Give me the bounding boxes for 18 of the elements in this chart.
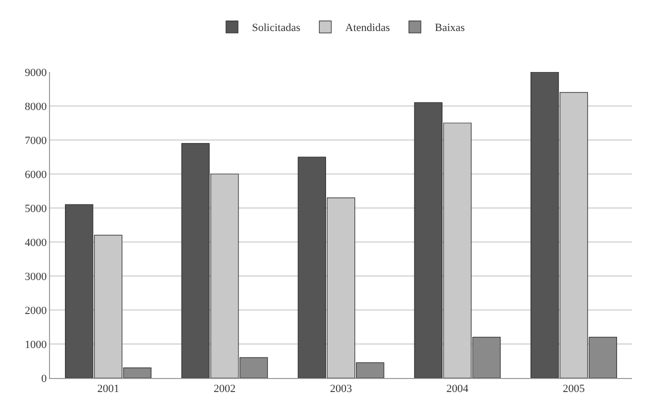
y-tick-label: 4000	[24, 236, 48, 249]
legend-label: Atendidas	[345, 22, 390, 34]
y-tick-label: 6000	[24, 168, 48, 181]
legend-label: Solicitadas	[252, 22, 300, 34]
y-tick-label: 1000	[24, 338, 48, 351]
x-tick-label: 2004	[446, 383, 469, 396]
y-tick-label: 0	[41, 372, 48, 385]
y-tick-label: 5000	[24, 202, 48, 215]
legend-label: Baixas	[434, 22, 465, 34]
x-tick-label: 2001	[97, 383, 120, 396]
y-tick-label: 8000	[24, 100, 48, 113]
y-tick-label: 3000	[24, 270, 48, 283]
y-tick-label: 7000	[24, 134, 48, 147]
y-tick-label: 2000	[24, 304, 48, 317]
y-tick-label: 9000	[24, 66, 48, 79]
x-tick-label: 2003	[330, 383, 352, 396]
x-tick-label: 2005	[562, 383, 586, 396]
x-tick-label: 2002	[214, 383, 236, 396]
